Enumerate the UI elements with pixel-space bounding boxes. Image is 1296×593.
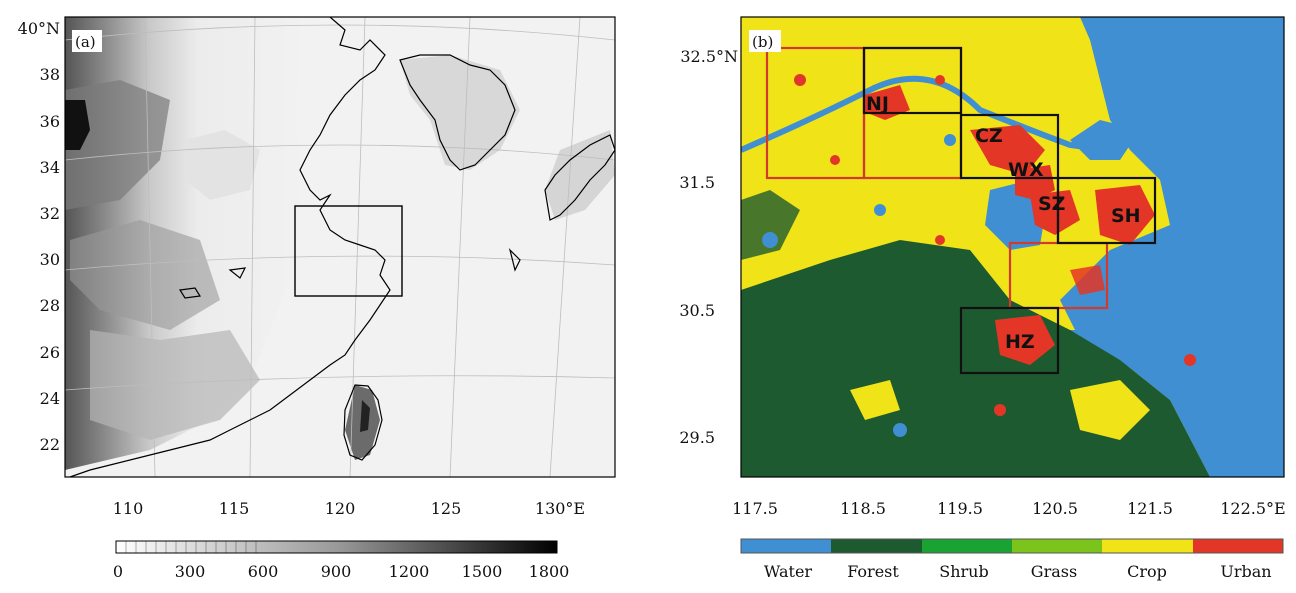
inner-domain-box: [294, 205, 403, 297]
colorbar-tick: 1500: [462, 562, 503, 581]
x-tick: 122.5°E: [1220, 499, 1285, 518]
legend-swatch-urban: [1193, 539, 1283, 553]
x-axis-ticks: 110 115 120 125 130°E: [113, 499, 585, 518]
x-tick: 130°E: [535, 499, 585, 518]
city-label-sh: SH: [1111, 205, 1141, 227]
city-label-nj: NJ: [866, 93, 889, 115]
colorbar-tick: 0: [113, 562, 123, 581]
panel-b-landuse-map: NJ CZ WX SZ SH HZ (b) 32.5°N 31.5 30.5 2…: [650, 0, 1296, 589]
y-tick: 34: [40, 158, 60, 177]
terrain-map-svg: (a) 40°N 38 36 34 32 30 28 26 24 22 110 …: [18, 16, 616, 581]
panel-a-terrain-map: (a) 40°N 38 36 34 32 30 28 26 24 22 110 …: [0, 0, 640, 589]
y-tick: 29.5: [679, 428, 715, 447]
terrain-shading: [65, 17, 615, 477]
x-tick: 125: [431, 499, 462, 518]
x-tick: 110: [113, 499, 144, 518]
map-frame: [740, 16, 1285, 478]
y-tick: 30: [40, 250, 60, 269]
x-axis-ticks: 117.5 118.5 119.5 120.5 121.5 122.5°E: [732, 499, 1286, 518]
legend-swatch-crop: [1102, 539, 1193, 553]
y-tick: 32: [40, 204, 60, 223]
city-labels: NJ CZ WX SZ SH HZ: [866, 93, 1141, 353]
city-label-cz: CZ: [975, 125, 1003, 147]
legend-swatch-water: [741, 539, 831, 553]
x-tick: 115: [219, 499, 250, 518]
panel-tag-b: (b): [752, 33, 773, 51]
colorbar-tick: 1800: [529, 562, 570, 581]
graticule: [65, 17, 615, 477]
legend-swatch-shrub: [922, 539, 1012, 553]
domain-boxes: [765, 46, 1157, 375]
legend-label-shrub: Shrub: [939, 562, 988, 581]
y-tick: 26: [40, 343, 60, 362]
y-tick: 31.5: [679, 173, 715, 192]
y-tick: 30.5: [679, 301, 715, 320]
y-tick: 22: [40, 435, 60, 454]
legend-label-urban: Urban: [1220, 562, 1271, 581]
colorbar-tick: 1200: [389, 562, 430, 581]
x-tick: 120.5: [1032, 499, 1078, 518]
coastline: [69, 17, 615, 477]
y-tick: 38: [40, 65, 60, 84]
city-box-hz: [959, 306, 1060, 375]
legend-swatch-grass: [1012, 539, 1102, 553]
landuse-shading: [741, 17, 1284, 477]
city-label-sz: SZ: [1038, 193, 1065, 215]
legend-label-water: Water: [764, 562, 812, 581]
elevation-colorbar: 0 300 600 900 1200 1500 1800: [113, 540, 570, 581]
y-tick: 28: [40, 296, 60, 315]
panel-tag-a: (a): [75, 33, 96, 51]
x-tick: 118.5: [840, 499, 886, 518]
legend-swatch-forest: [831, 539, 922, 553]
city-label-wx: WX: [1008, 159, 1044, 181]
x-tick: 119.5: [937, 499, 983, 518]
colorbar-tick: 900: [321, 562, 352, 581]
x-tick: 117.5: [732, 499, 778, 518]
colorbar-tick: 600: [248, 562, 279, 581]
y-tick: 32.5°N: [680, 47, 738, 66]
legend-label-grass: Grass: [1031, 562, 1077, 581]
landuse-map-svg: NJ CZ WX SZ SH HZ (b) 32.5°N 31.5 30.5 2…: [679, 16, 1286, 581]
x-tick: 121.5: [1127, 499, 1173, 518]
map-frame: [64, 16, 616, 478]
y-axis-ticks: 32.5°N 31.5 30.5 29.5: [679, 47, 738, 447]
colorbar-tick: 300: [175, 562, 206, 581]
y-axis-ticks: 40°N 38 36 34 32 30 28 26 24 22: [18, 19, 60, 454]
x-tick: 120: [325, 499, 356, 518]
legend-label-forest: Forest: [847, 562, 899, 581]
y-tick: 24: [40, 389, 60, 408]
legend-label-crop: Crop: [1127, 562, 1167, 581]
city-box-cz: [959, 113, 1060, 180]
city-label-hz: HZ: [1005, 331, 1035, 353]
city-box-nj: [862, 46, 963, 115]
y-tick: 36: [40, 112, 60, 131]
landuse-legend: Water Forest Shrub Grass Crop Urban: [740, 538, 1284, 581]
y-tick: 40°N: [18, 19, 60, 38]
